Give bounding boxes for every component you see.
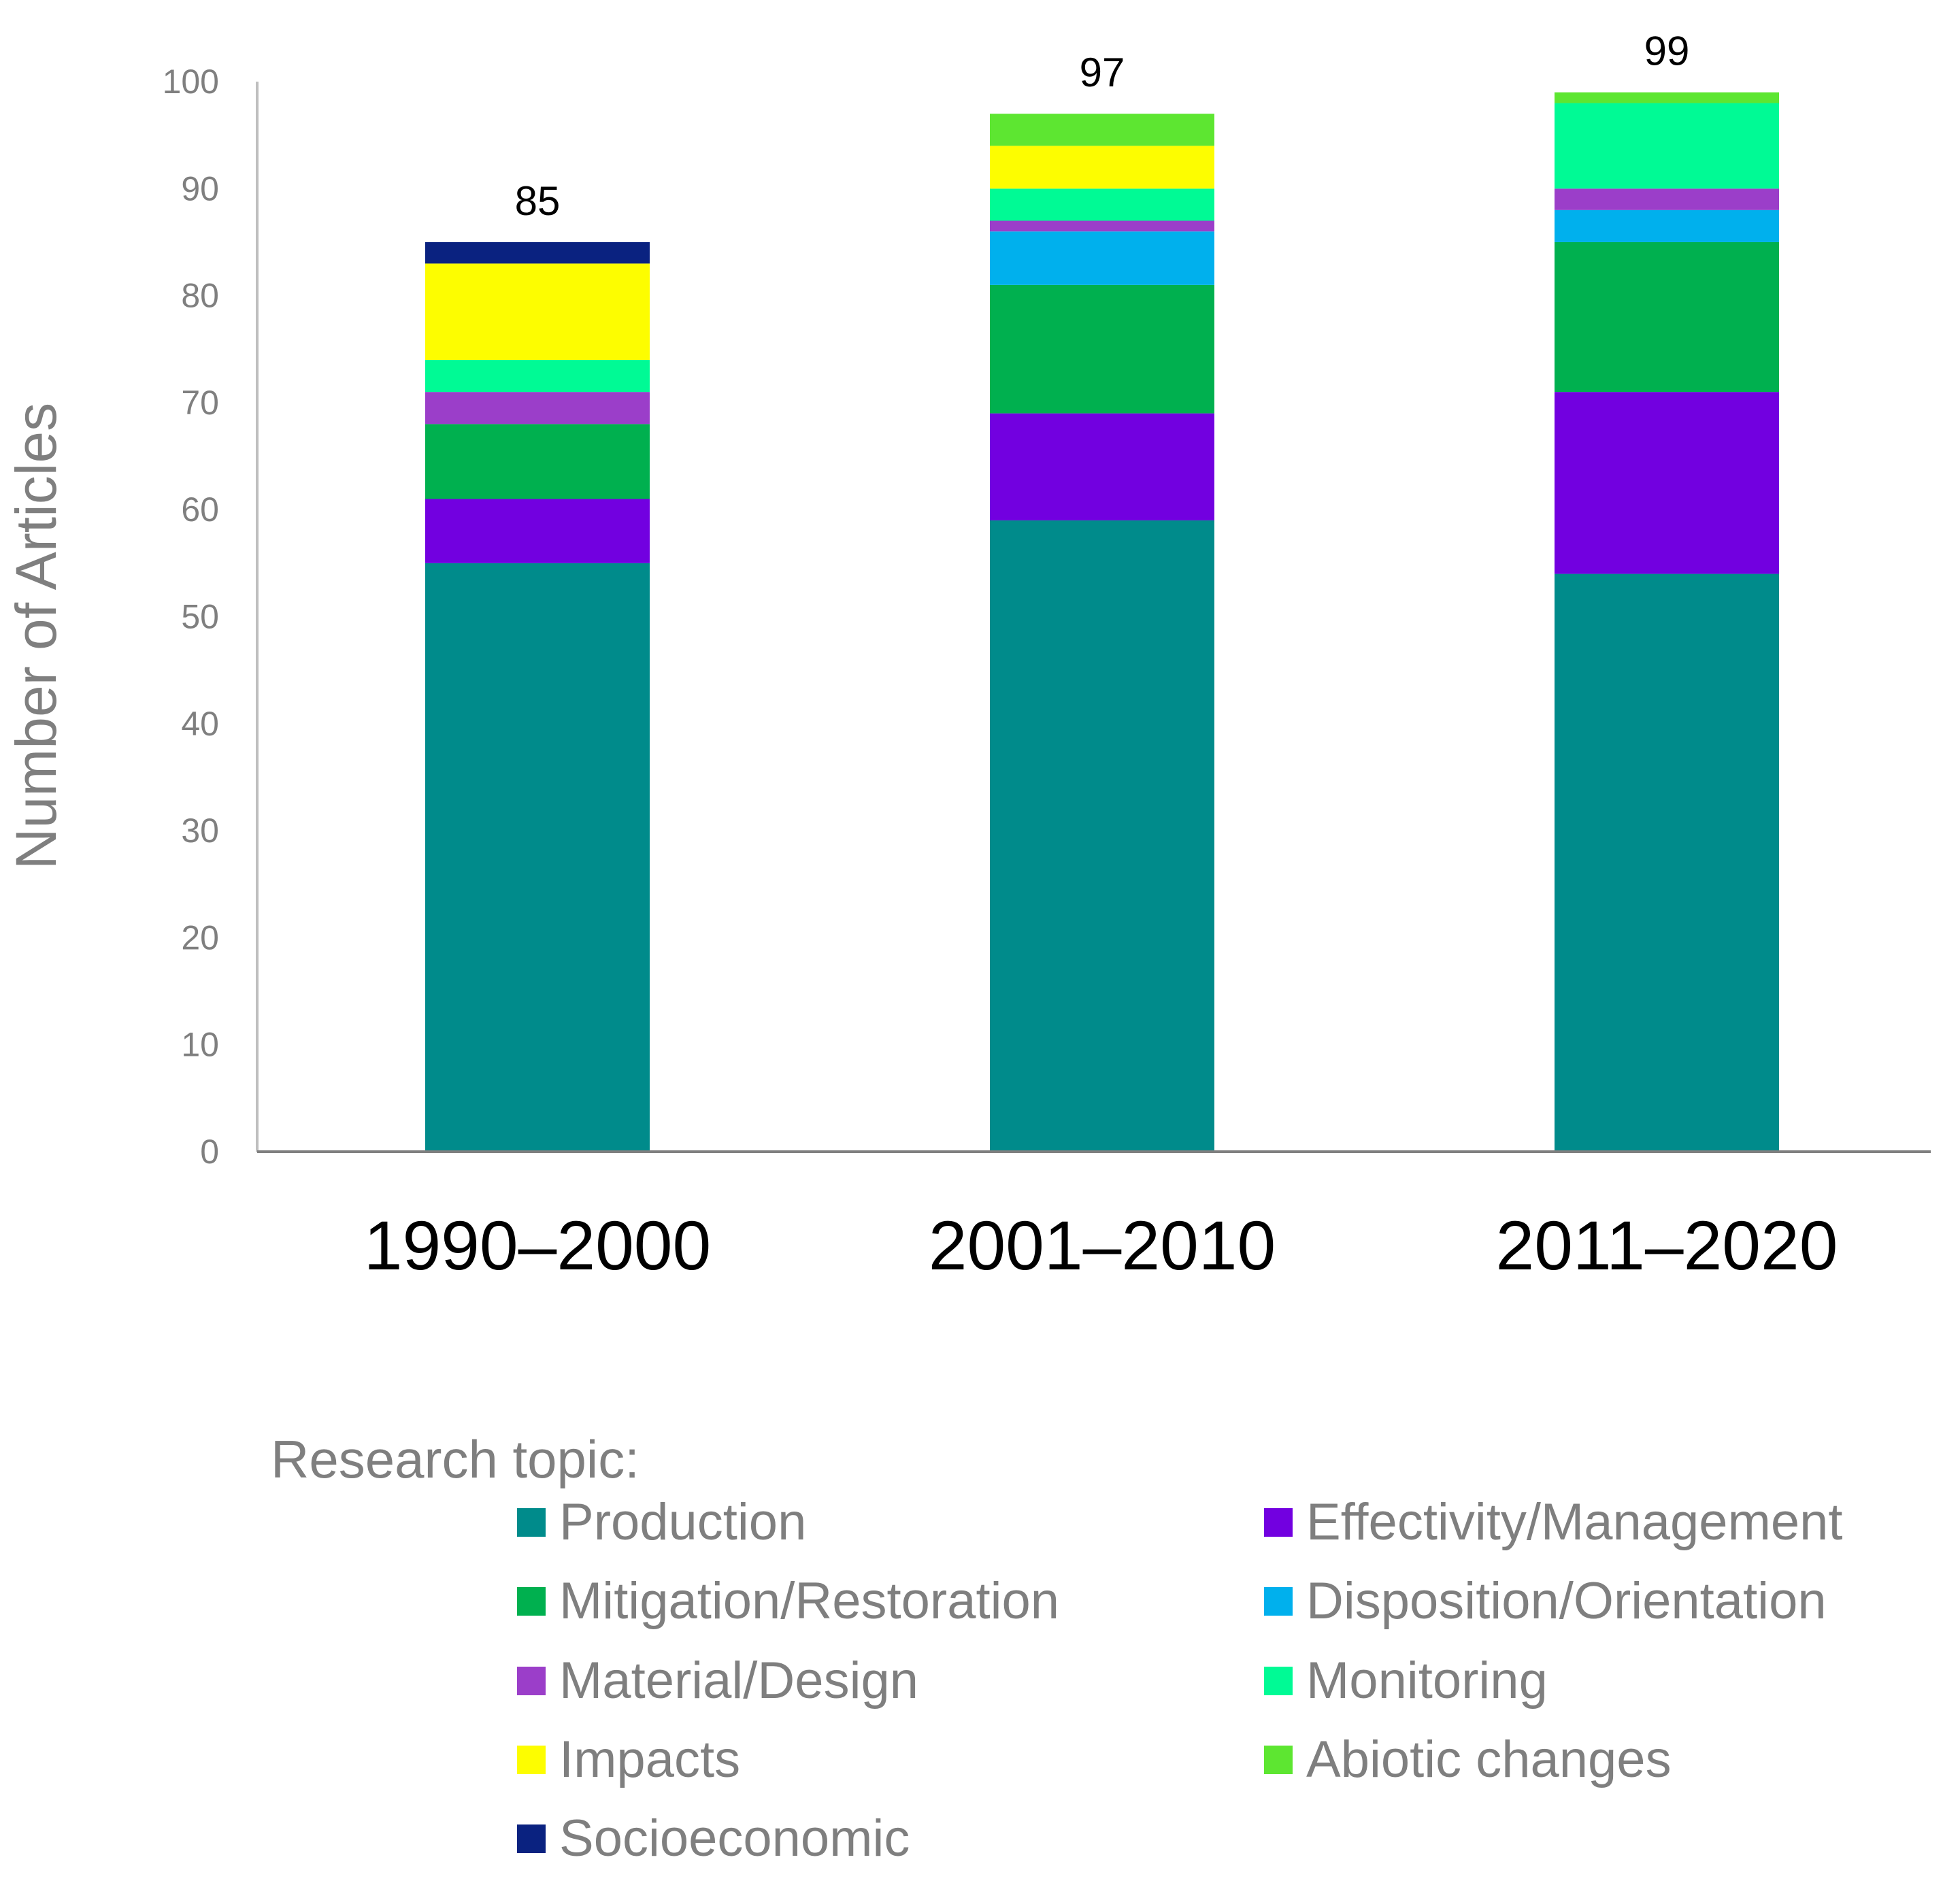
bars xyxy=(425,92,1779,1152)
legend-label: Production xyxy=(559,1493,806,1551)
legend-swatch xyxy=(1264,1667,1293,1695)
bar-segment-production xyxy=(990,520,1214,1152)
bar-segment-production xyxy=(1555,573,1779,1152)
bar-segment-monitoring xyxy=(425,359,650,393)
bar-segment-abiotic-changes xyxy=(990,114,1214,146)
legend-item-material-design: Material/Design xyxy=(517,1652,918,1710)
y-tick-label: 80 xyxy=(181,277,219,315)
bar-segment-effectivity-management xyxy=(425,499,650,563)
bar-segment-disposition-orientation xyxy=(990,231,1214,285)
bar-segment-impacts xyxy=(990,146,1214,189)
bar-total-label: 85 xyxy=(515,178,561,224)
legend-label: Disposition/Orientation xyxy=(1306,1572,1827,1630)
legend-label: Effectivity/Management xyxy=(1306,1493,1843,1551)
x-category-label: 2011–2020 xyxy=(1496,1207,1838,1284)
bar-segment-material-design xyxy=(990,220,1214,232)
y-tick-label: 40 xyxy=(181,705,219,743)
y-tick-label: 0 xyxy=(200,1133,219,1171)
bar-segment-impacts xyxy=(425,263,650,360)
y-tick-label: 10 xyxy=(181,1026,219,1064)
legend-item-mitigation-restoration: Mitigation/Restoration xyxy=(517,1572,1059,1630)
bar-segment-socioeconomic xyxy=(425,241,650,264)
legend-item-abiotic-changes: Abiotic changes xyxy=(1264,1731,1672,1788)
legend-swatch xyxy=(517,1746,546,1774)
legend-swatch xyxy=(517,1667,546,1695)
y-tick-label: 100 xyxy=(163,63,219,101)
legend: Production Effectivity/Management Mitigati… xyxy=(517,1493,1843,1867)
legend-swatch xyxy=(1264,1587,1293,1616)
legend-swatch xyxy=(517,1587,546,1616)
bar-total-label: 97 xyxy=(1080,50,1125,95)
bar-segment-effectivity-management xyxy=(1555,392,1779,574)
bar-segment-monitoring xyxy=(990,188,1214,221)
x-category-label: 2001–2010 xyxy=(929,1207,1276,1284)
legend-label: Mitigation/Restoration xyxy=(559,1572,1059,1630)
legend-swatch xyxy=(1264,1746,1293,1774)
legend-swatch xyxy=(517,1508,546,1537)
legend-item-impacts: Impacts xyxy=(517,1731,740,1788)
x-category-label: 1990–2000 xyxy=(364,1207,712,1284)
legend-swatch xyxy=(1264,1508,1293,1537)
legend-label: Socioeconomic xyxy=(559,1810,910,1867)
bar-totals: 85 97 99 xyxy=(515,29,1690,224)
bar-segment-material-design xyxy=(1555,188,1779,210)
bar-segment-mitigation-restoration xyxy=(425,424,650,499)
y-axis-ticks: 0 10 20 30 40 50 60 70 80 90 100 xyxy=(163,63,219,1171)
x-axis-categories: 1990–2000 2001–2010 2011–2020 xyxy=(364,1207,1838,1284)
bar-segment-material-design xyxy=(425,392,650,424)
bar-segment-mitigation-restoration xyxy=(1555,241,1779,393)
legend-label: Abiotic changes xyxy=(1306,1731,1672,1788)
y-tick-label: 70 xyxy=(181,384,219,422)
bar-segment-disposition-orientation xyxy=(1555,210,1779,242)
legend-item-production: Production xyxy=(517,1493,806,1551)
legend-item-disposition-orientation: Disposition/Orientation xyxy=(1264,1572,1827,1630)
y-tick-label: 50 xyxy=(181,598,219,636)
legend-item-effectivity-management: Effectivity/Management xyxy=(1264,1493,1843,1551)
bar-segment-production xyxy=(425,563,650,1152)
y-tick-label: 30 xyxy=(181,812,219,850)
bar-segment-monitoring xyxy=(1555,103,1779,189)
legend-label: Impacts xyxy=(559,1731,740,1788)
legend-label: Monitoring xyxy=(1306,1652,1548,1710)
legend-item-monitoring: Monitoring xyxy=(1264,1652,1548,1710)
bar-segment-abiotic-changes xyxy=(1555,92,1779,103)
y-tick-label: 60 xyxy=(181,490,219,529)
bar-segment-mitigation-restoration xyxy=(990,284,1214,414)
legend-title: Research topic: xyxy=(271,1429,640,1489)
y-tick-label: 20 xyxy=(181,918,219,956)
y-tick-label: 90 xyxy=(181,169,219,207)
legend-swatch xyxy=(517,1824,546,1853)
bar-segment-effectivity-management xyxy=(990,413,1214,520)
y-axis-title: Number of Articles xyxy=(4,403,68,869)
bar-total-label: 99 xyxy=(1644,29,1690,74)
legend-label: Material/Design xyxy=(559,1652,918,1710)
legend-item-socioeconomic: Socioeconomic xyxy=(517,1810,910,1867)
